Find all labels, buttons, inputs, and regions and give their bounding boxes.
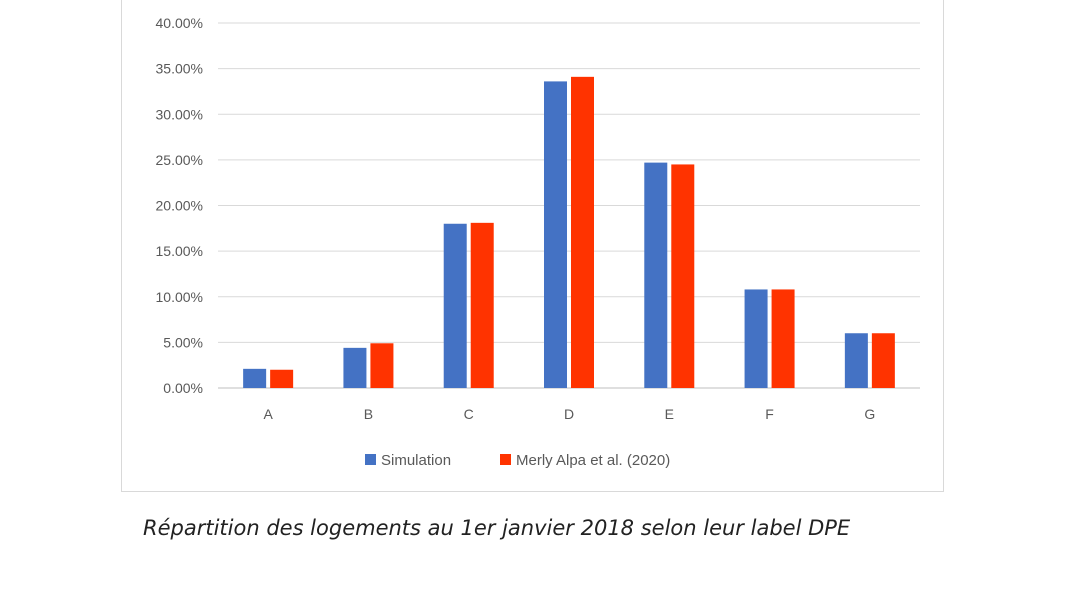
- bar-merly-alpa-a: [270, 369, 294, 388]
- bar-simulation-g: [844, 333, 868, 388]
- bar-simulation-e: [644, 162, 668, 388]
- legend-label-merly-alpa: Merly Alpa et al. (2020): [516, 452, 670, 469]
- bar-simulation-a: [243, 368, 267, 388]
- bar-merly-alpa-e: [671, 164, 695, 388]
- bars: [243, 76, 895, 389]
- legend-swatch-simulation: [365, 454, 376, 465]
- y-tick-label: 0.00%: [163, 380, 203, 396]
- legend-label-simulation: Simulation: [381, 452, 451, 469]
- y-tick-label: 5.00%: [163, 334, 203, 350]
- bar-simulation-b: [343, 347, 367, 388]
- y-axis-tick-labels: 0.00% 5.00% 10.00% 15.00% 20.00% 25.00% 30.00%…: [156, 15, 203, 396]
- legend-swatch-merly-alpa: [500, 454, 511, 465]
- x-category-label: D: [564, 406, 574, 422]
- y-tick-label: 20.00%: [156, 198, 203, 214]
- chart-frame: 0.00% 5.00% 10.00% 15.00% 20.00% 25.00% 30.00%…: [121, 0, 944, 492]
- gridlines: [218, 22, 920, 389]
- y-tick-label: 15.00%: [156, 243, 203, 259]
- x-category-label: B: [364, 406, 373, 422]
- x-category-label: C: [464, 406, 474, 422]
- bar-merly-alpa-d: [571, 76, 594, 389]
- bar-simulation-d: [544, 81, 567, 389]
- x-category-label: E: [665, 406, 674, 422]
- bar-merly-alpa-b: [370, 343, 394, 388]
- bar-simulation-c: [443, 223, 467, 388]
- x-axis-category-labels: A B C D E F G: [263, 406, 875, 422]
- bar-merly-alpa-g: [871, 333, 895, 388]
- legend: Simulation Merly Alpa et al. (2020): [365, 452, 670, 469]
- y-tick-label: 35.00%: [156, 61, 203, 77]
- bar-simulation-f: [744, 289, 768, 388]
- y-tick-label: 10.00%: [156, 289, 203, 305]
- y-tick-label: 40.00%: [156, 15, 203, 31]
- figure-caption: Répartition des logements au 1er janvier…: [143, 516, 851, 540]
- y-tick-label: 30.00%: [156, 106, 203, 122]
- x-category-label: G: [864, 406, 875, 422]
- bar-chart: 0.00% 5.00% 10.00% 15.00% 20.00% 25.00% 30.00%…: [156, 15, 920, 469]
- x-category-label: A: [263, 406, 273, 422]
- y-tick-label: 25.00%: [156, 152, 203, 168]
- bar-merly-alpa-f: [771, 289, 795, 388]
- x-category-label: F: [765, 406, 774, 422]
- bar-merly-alpa-c: [470, 222, 494, 388]
